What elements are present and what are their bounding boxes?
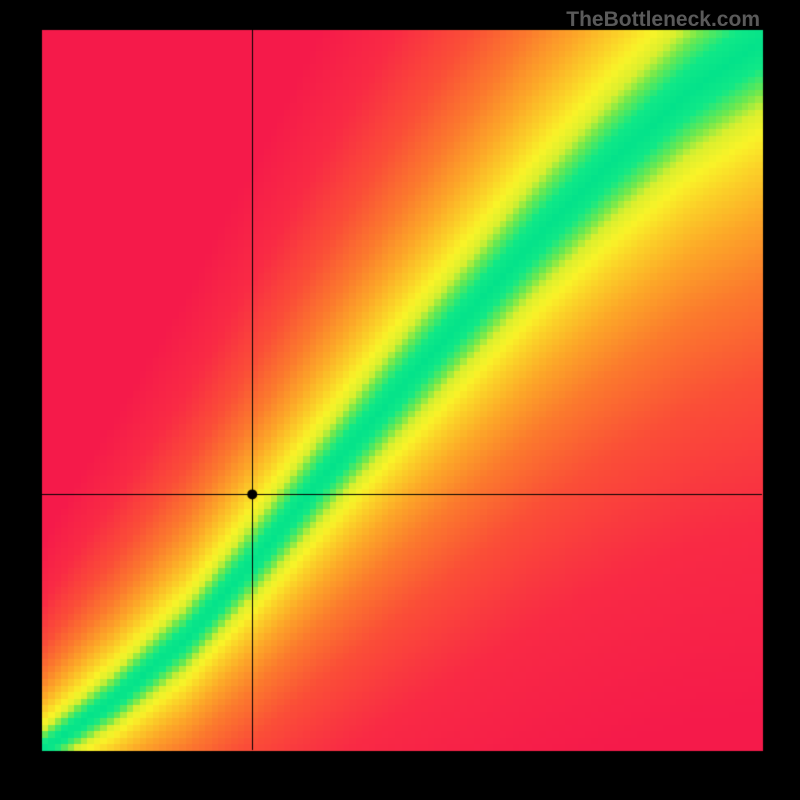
watermark-text: TheBottleneck.com: [566, 8, 760, 32]
bottleneck-heatmap: [0, 0, 800, 800]
chart-container: TheBottleneck.com: [0, 0, 800, 800]
